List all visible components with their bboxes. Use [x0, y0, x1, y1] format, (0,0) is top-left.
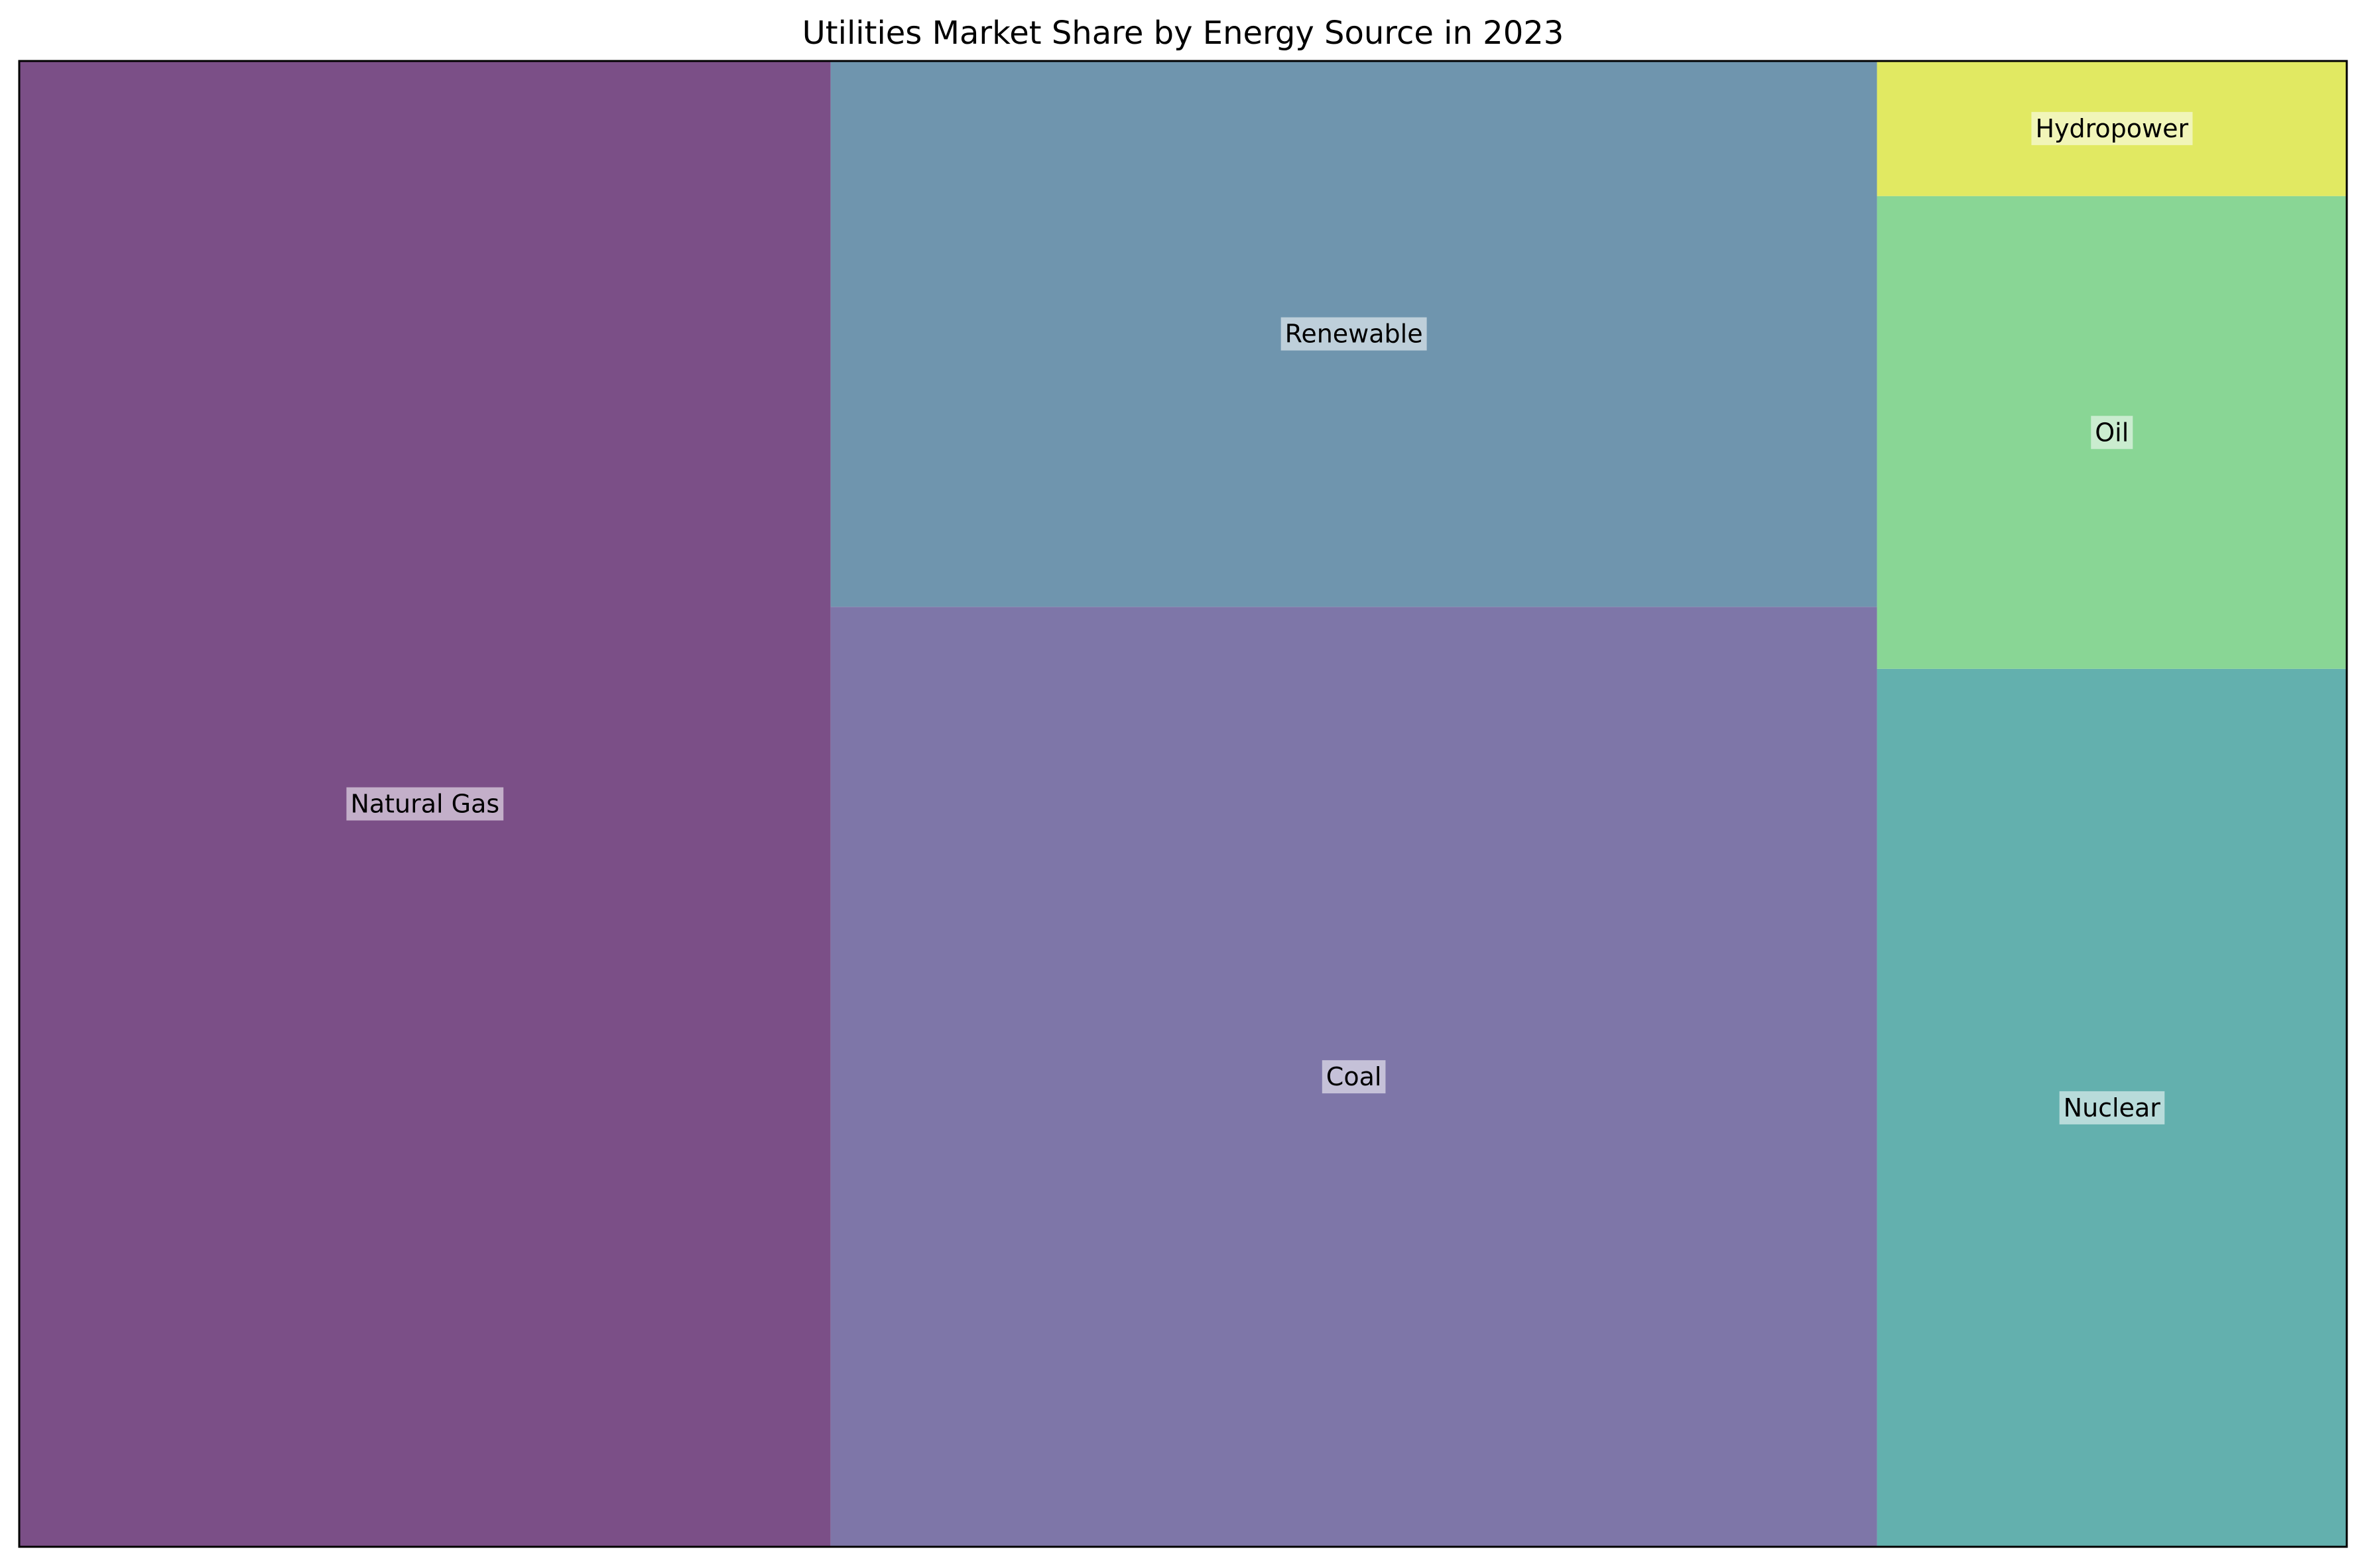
- treemap-label-renewable: Renewable: [1285, 320, 1423, 349]
- treemap-label-group-hydropower: Hydropower: [2031, 111, 2193, 145]
- treemap-label-group-oil: Oil: [2091, 416, 2133, 450]
- plot-frame: [18, 60, 2348, 1548]
- treemap-labels: Natural Gas Coal Renewable Nuclear Oil Hydrop…: [346, 111, 2193, 1124]
- treemap-label-natural-gas: Natural Gas: [350, 790, 499, 819]
- treemap-label-coal: Coal: [1326, 1062, 1382, 1091]
- treemap-label-group-renewable: Renewable: [1280, 317, 1427, 351]
- treemap-label-hydropower: Hydropower: [2035, 114, 2188, 143]
- label-background-nuclear: [2059, 1091, 2165, 1124]
- label-background-hydropower: [2031, 111, 2193, 145]
- treemap-label-oil: Oil: [2095, 418, 2129, 447]
- label-background-oil: [2091, 416, 2133, 450]
- treemap-label-group-natural-gas: Natural Gas: [346, 787, 504, 821]
- treemap-label-nuclear: Nuclear: [2064, 1093, 2161, 1122]
- chart-title: Utilities Market Share by Energy Source …: [802, 15, 1564, 52]
- treemap-label-group-nuclear: Nuclear: [2059, 1091, 2165, 1124]
- label-background-renewable: [1280, 317, 1427, 351]
- treemap-label-group-coal: Coal: [1322, 1060, 1386, 1094]
- label-background-natural-gas: [346, 787, 504, 821]
- label-background-coal: [1322, 1060, 1386, 1094]
